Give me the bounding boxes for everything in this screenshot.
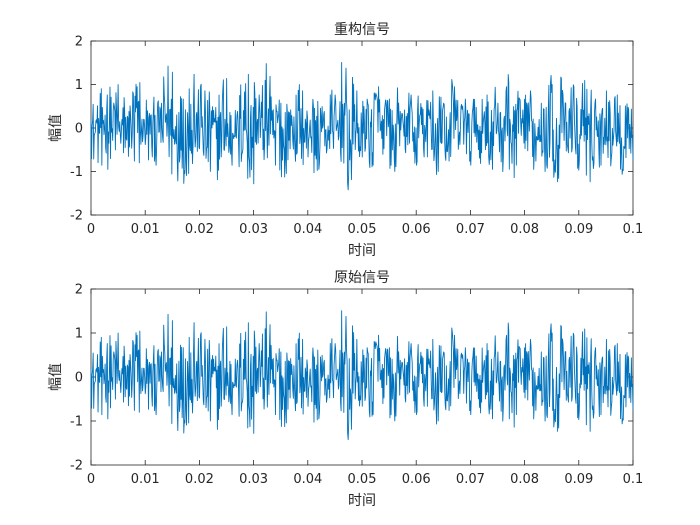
plot-title: 原始信号 <box>334 270 390 286</box>
x-tick-label: 0 <box>87 222 95 237</box>
x-tick-label: 0.1 <box>623 222 644 237</box>
x-tick-label: 0.07 <box>456 222 485 237</box>
x-tick-label: 0.09 <box>564 222 593 237</box>
signal-line <box>90 62 634 191</box>
x-tick-label: 0.01 <box>131 222 160 237</box>
x-tick-label: 0.09 <box>564 472 593 487</box>
x-tick-label: 0.03 <box>239 472 268 487</box>
x-tick-label: 0.1 <box>623 472 644 487</box>
x-tick-label: 0.06 <box>402 222 431 237</box>
y-tick-label: -2 <box>70 459 83 474</box>
x-tick-label: 0.03 <box>239 222 268 237</box>
y-tick-label: 2 <box>75 35 83 50</box>
x-tick-label: 0.02 <box>185 222 214 237</box>
signal-line <box>90 310 634 441</box>
y-tick-label: -1 <box>70 415 83 430</box>
x-tick-label: 0.05 <box>348 472 377 487</box>
y-tick-label: 1 <box>75 78 83 93</box>
y-tick-label: -2 <box>70 209 83 224</box>
y-tick-label: 0 <box>75 122 83 137</box>
x-tick-label: 0.04 <box>293 222 322 237</box>
y-axis-label: 幅值 <box>48 114 64 142</box>
x-tick-label: 0.08 <box>510 222 539 237</box>
subplot-1: 重构信号 0 0.01 0.02 0.03 0.04 0.05 0.06 0.07 0.08 0.0… <box>48 22 643 259</box>
x-tick-label: 0.05 <box>348 222 377 237</box>
x-tick-label: 0.04 <box>293 472 322 487</box>
x-tick-label: 0.07 <box>456 472 485 487</box>
x-axis-label: 时间 <box>348 243 376 259</box>
x-axis-label: 时间 <box>348 493 376 509</box>
x-tick-label: 0.08 <box>510 472 539 487</box>
x-tick-label: 0.01 <box>131 472 160 487</box>
y-axis-label: 幅值 <box>48 363 64 391</box>
y-tick-label: 2 <box>75 283 83 298</box>
x-tick-label: 0.02 <box>185 472 214 487</box>
x-tick-label: 0 <box>87 472 95 487</box>
x-tick-label: 0.06 <box>402 472 431 487</box>
plot-title: 重构信号 <box>334 22 390 38</box>
y-tick-label: -1 <box>70 165 83 180</box>
y-tick-label: 1 <box>75 327 83 342</box>
y-tick-label: 0 <box>75 371 83 386</box>
subplot-2: 原始信号 0 0.01 0.02 0.03 0.04 0.05 0.06 0.07 0.08 0.0… <box>48 270 643 509</box>
